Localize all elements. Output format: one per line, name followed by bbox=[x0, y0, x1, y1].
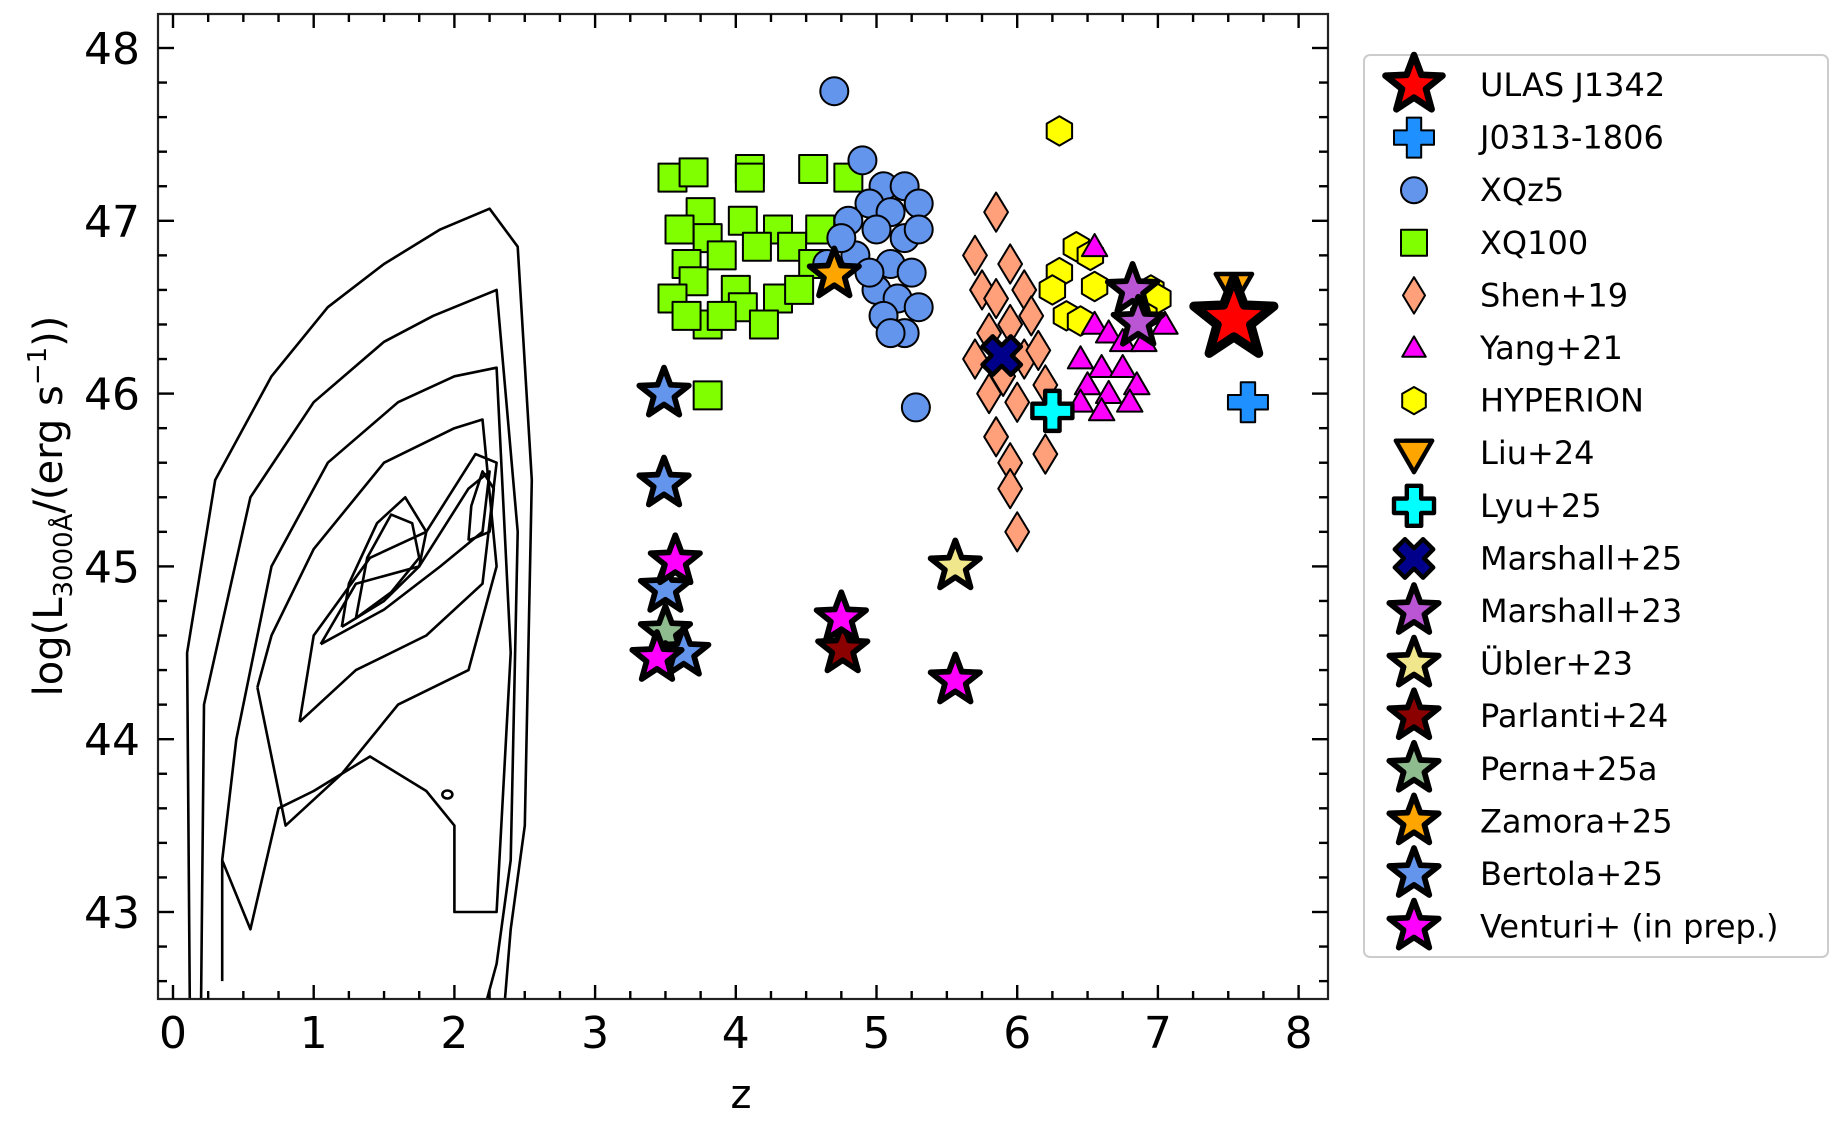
x-tick-label: 3 bbox=[581, 1008, 609, 1059]
hexagon-marker-icon bbox=[1401, 386, 1427, 416]
plus-marker-icon bbox=[1391, 483, 1437, 528]
series-hyperion bbox=[1038, 115, 1172, 337]
legend-item: Marshall+25 bbox=[1392, 536, 1682, 580]
x-tick-labels: 0 1 2 3 4 5 6 7 8 bbox=[159, 1008, 1313, 1059]
series-lyu-25 bbox=[1030, 388, 1075, 434]
legend-item: Bertola+25 bbox=[1386, 845, 1663, 898]
x-axis-title: z bbox=[731, 1072, 752, 1118]
legend-item: Parlanti+24 bbox=[1386, 687, 1668, 741]
y-tick-label: 43 bbox=[84, 888, 140, 939]
x-marker-icon bbox=[1392, 536, 1436, 580]
star-marker-icon bbox=[1386, 845, 1442, 898]
x-tick-label: 4 bbox=[722, 1008, 750, 1059]
legend-label: XQ100 bbox=[1480, 224, 1588, 262]
legend-item: J0313-1806 bbox=[1393, 116, 1664, 159]
axis-ticks bbox=[158, 14, 1328, 999]
star-marker-icon bbox=[1386, 792, 1442, 846]
series-xq100 bbox=[657, 153, 864, 411]
plot-frame bbox=[156, 12, 1330, 1001]
legend-item: XQ100 bbox=[1400, 224, 1588, 262]
legend-label: Marshall+25 bbox=[1480, 539, 1682, 577]
series-ulas-j1342 bbox=[1189, 272, 1279, 358]
legend-item: Venturi+ (in prep.) bbox=[1386, 897, 1778, 951]
legend-label: J0313-1806 bbox=[1478, 119, 1664, 157]
y-axis-title: log(L3000Å/(erg s−1)) bbox=[23, 316, 79, 697]
legend-label: Lyu+25 bbox=[1480, 487, 1602, 525]
legend-label: Yang+21 bbox=[1479, 329, 1623, 367]
triangle-down-marker-icon bbox=[1393, 438, 1435, 475]
legend-label: ULAS J1342 bbox=[1480, 66, 1665, 104]
star-marker-icon bbox=[1386, 687, 1442, 741]
x-tick-label: 2 bbox=[440, 1008, 468, 1059]
star-marker-icon bbox=[1386, 634, 1442, 688]
series--bler-23 bbox=[927, 537, 983, 591]
y-tick-label: 48 bbox=[84, 24, 140, 75]
series-xqz5 bbox=[812, 76, 934, 423]
circle-marker-icon bbox=[1400, 176, 1428, 205]
x-tick-label: 5 bbox=[863, 1008, 891, 1059]
square-marker-icon bbox=[1400, 228, 1428, 257]
star-marker-icon bbox=[1386, 739, 1442, 793]
x-tick-label: 1 bbox=[300, 1008, 328, 1059]
series-venturi-in-prep- bbox=[629, 532, 983, 705]
legend-item: Übler+23 bbox=[1386, 634, 1633, 688]
y-tick-label: 46 bbox=[84, 370, 140, 421]
y-tick-labels: 43 44 45 46 47 48 bbox=[84, 24, 140, 939]
series-j0313-1806 bbox=[1226, 381, 1269, 424]
x-tick-label: 6 bbox=[1003, 1008, 1031, 1059]
y-tick-label: 45 bbox=[84, 542, 140, 593]
legend-item: XQz5 bbox=[1400, 171, 1564, 209]
legend-label: Perna+25a bbox=[1480, 750, 1657, 788]
y-tick-label: 44 bbox=[84, 715, 140, 766]
legend-item: Zamora+25 bbox=[1386, 792, 1673, 846]
legend-label: Venturi+ (in prep.) bbox=[1480, 908, 1778, 946]
triangle-marker-icon bbox=[1401, 335, 1427, 358]
legend-label: HYPERION bbox=[1480, 382, 1644, 420]
legend-item: Lyu+25 bbox=[1391, 483, 1602, 528]
legend-item: HYPERION bbox=[1401, 382, 1644, 420]
legend-item: Marshall+23 bbox=[1386, 582, 1682, 635]
data-markers bbox=[629, 76, 1279, 705]
y-tick-label: 47 bbox=[84, 197, 140, 248]
series-marshall-25 bbox=[980, 334, 1024, 378]
legend-label: Bertola+25 bbox=[1480, 855, 1663, 893]
legend-item: Yang+21 bbox=[1401, 329, 1623, 367]
density-contours bbox=[185, 207, 534, 999]
series-marshall-23 bbox=[1104, 261, 1166, 347]
legend-item: Perna+25a bbox=[1386, 739, 1657, 793]
x-tick-label: 7 bbox=[1144, 1008, 1172, 1059]
legend-label: Shen+19 bbox=[1480, 276, 1628, 314]
diamond-marker-icon bbox=[1401, 276, 1427, 315]
legend-label: Zamora+25 bbox=[1480, 802, 1673, 840]
plus-marker-icon bbox=[1393, 116, 1435, 159]
legend-label: Übler+23 bbox=[1480, 645, 1633, 683]
legend-label: Parlanti+24 bbox=[1480, 697, 1668, 735]
series-zamora-25 bbox=[806, 245, 862, 299]
legend-item: Shen+19 bbox=[1401, 276, 1628, 315]
legend-label: Liu+24 bbox=[1480, 434, 1595, 472]
legend: ULAS J1342 J0313-1806 XQz5 XQ100 Shen+19 Yang… bbox=[1363, 51, 1829, 958]
legend-item: Liu+24 bbox=[1393, 434, 1595, 475]
legend-box bbox=[1363, 54, 1829, 958]
x-tick-label: 0 bbox=[159, 1008, 187, 1059]
legend-label: XQz5 bbox=[1480, 171, 1564, 209]
legend-item: ULAS J1342 bbox=[1382, 51, 1665, 113]
legend-label: Marshall+23 bbox=[1480, 592, 1682, 630]
star-marker-icon bbox=[1386, 897, 1442, 951]
star-marker-icon bbox=[1382, 51, 1446, 113]
x-tick-label: 8 bbox=[1285, 1008, 1313, 1059]
star-marker-icon bbox=[1386, 582, 1442, 635]
